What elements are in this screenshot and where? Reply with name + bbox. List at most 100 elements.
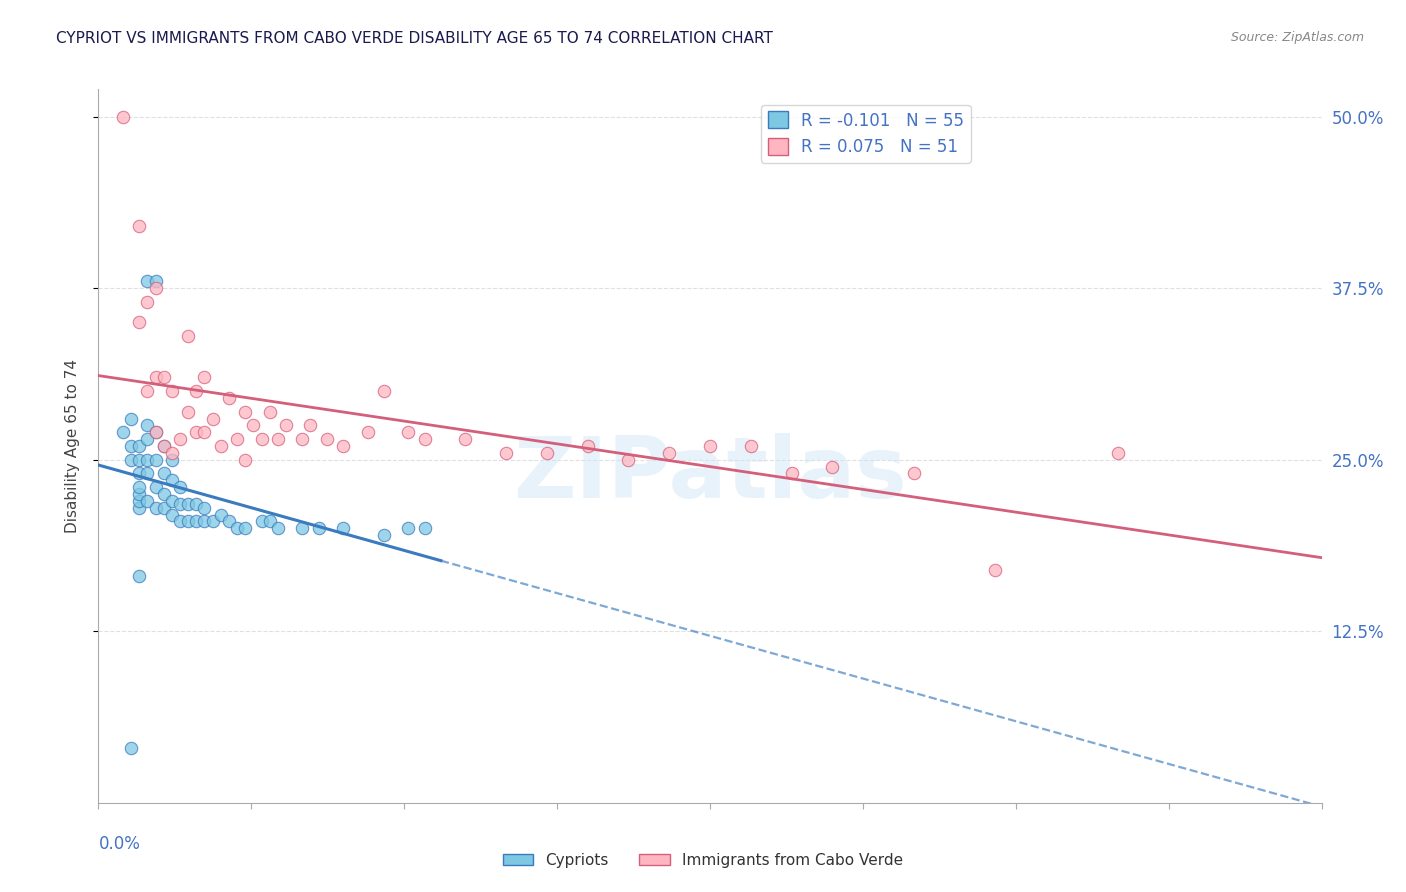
Point	[128, 487, 150, 501]
Point	[145, 425, 167, 440]
Point	[226, 521, 249, 535]
Point	[267, 432, 290, 446]
Point	[120, 740, 142, 755]
Point	[193, 425, 215, 440]
Y-axis label: Disability Age 65 to 74: Disability Age 65 to 74	[65, 359, 80, 533]
Point	[536, 446, 558, 460]
Point	[169, 432, 191, 446]
Point	[160, 508, 183, 522]
Point	[169, 515, 191, 529]
Point	[128, 316, 150, 330]
Point	[111, 110, 134, 124]
Point	[454, 432, 477, 446]
Point	[201, 411, 224, 425]
Point	[291, 521, 314, 535]
Point	[780, 467, 803, 481]
Point	[177, 497, 200, 511]
Point	[145, 425, 167, 440]
Point	[128, 452, 150, 467]
Point	[299, 418, 322, 433]
Point	[128, 494, 150, 508]
Point	[128, 219, 150, 234]
Point	[128, 439, 150, 453]
Point	[128, 467, 150, 481]
Point	[145, 480, 167, 494]
Point	[740, 439, 762, 453]
Point	[250, 515, 273, 529]
Point	[396, 521, 419, 535]
Point	[160, 446, 183, 460]
Point	[128, 480, 150, 494]
Point	[145, 274, 167, 288]
Point	[152, 487, 174, 501]
Point	[315, 432, 337, 446]
Point	[160, 473, 183, 487]
Point	[169, 497, 191, 511]
Point	[136, 294, 159, 309]
Point	[145, 500, 167, 515]
Point	[152, 370, 174, 384]
Point	[186, 515, 208, 529]
Point	[233, 521, 256, 535]
Point	[160, 494, 183, 508]
Point	[145, 281, 167, 295]
Point	[984, 562, 1007, 576]
Point	[193, 370, 215, 384]
Point	[413, 521, 436, 535]
Point	[308, 521, 330, 535]
Point	[136, 494, 159, 508]
Point	[186, 497, 208, 511]
Point	[193, 500, 215, 515]
Point	[259, 405, 281, 419]
Point	[120, 439, 142, 453]
Point	[160, 452, 183, 467]
Point	[128, 569, 150, 583]
Point	[332, 439, 354, 453]
Point	[169, 480, 191, 494]
Point	[576, 439, 599, 453]
Point	[177, 515, 200, 529]
Point	[128, 500, 150, 515]
Point	[145, 452, 167, 467]
Text: Source: ZipAtlas.com: Source: ZipAtlas.com	[1230, 31, 1364, 45]
Point	[226, 432, 249, 446]
Point	[136, 432, 159, 446]
Point	[136, 467, 159, 481]
Point	[136, 384, 159, 398]
Point	[356, 425, 378, 440]
Point	[152, 467, 174, 481]
Point	[209, 508, 232, 522]
Point	[267, 521, 290, 535]
Point	[413, 432, 436, 446]
Point	[233, 452, 256, 467]
Point	[233, 405, 256, 419]
Point	[699, 439, 721, 453]
Text: CYPRIOT VS IMMIGRANTS FROM CABO VERDE DISABILITY AGE 65 TO 74 CORRELATION CHART: CYPRIOT VS IMMIGRANTS FROM CABO VERDE DI…	[56, 31, 773, 46]
Point	[373, 384, 395, 398]
Point	[136, 452, 159, 467]
Point	[291, 432, 314, 446]
Point	[186, 425, 208, 440]
Point	[658, 446, 681, 460]
Point	[218, 515, 240, 529]
Point	[259, 515, 281, 529]
Point	[177, 405, 200, 419]
Text: 0.0%: 0.0%	[98, 835, 141, 853]
Text: ZIPatlas: ZIPatlas	[513, 433, 907, 516]
Point	[250, 432, 273, 446]
Point	[177, 329, 200, 343]
Point	[160, 384, 183, 398]
Point	[186, 384, 208, 398]
Point	[193, 515, 215, 529]
Legend: R = -0.101   N = 55, R = 0.075   N = 51: R = -0.101 N = 55, R = 0.075 N = 51	[761, 104, 970, 162]
Legend: Cypriots, Immigrants from Cabo Verde: Cypriots, Immigrants from Cabo Verde	[496, 847, 910, 873]
Point	[274, 418, 297, 433]
Point	[396, 425, 419, 440]
Point	[332, 521, 354, 535]
Point	[152, 439, 174, 453]
Point	[617, 452, 640, 467]
Point	[373, 528, 395, 542]
Point	[152, 439, 174, 453]
Point	[120, 411, 142, 425]
Point	[145, 370, 167, 384]
